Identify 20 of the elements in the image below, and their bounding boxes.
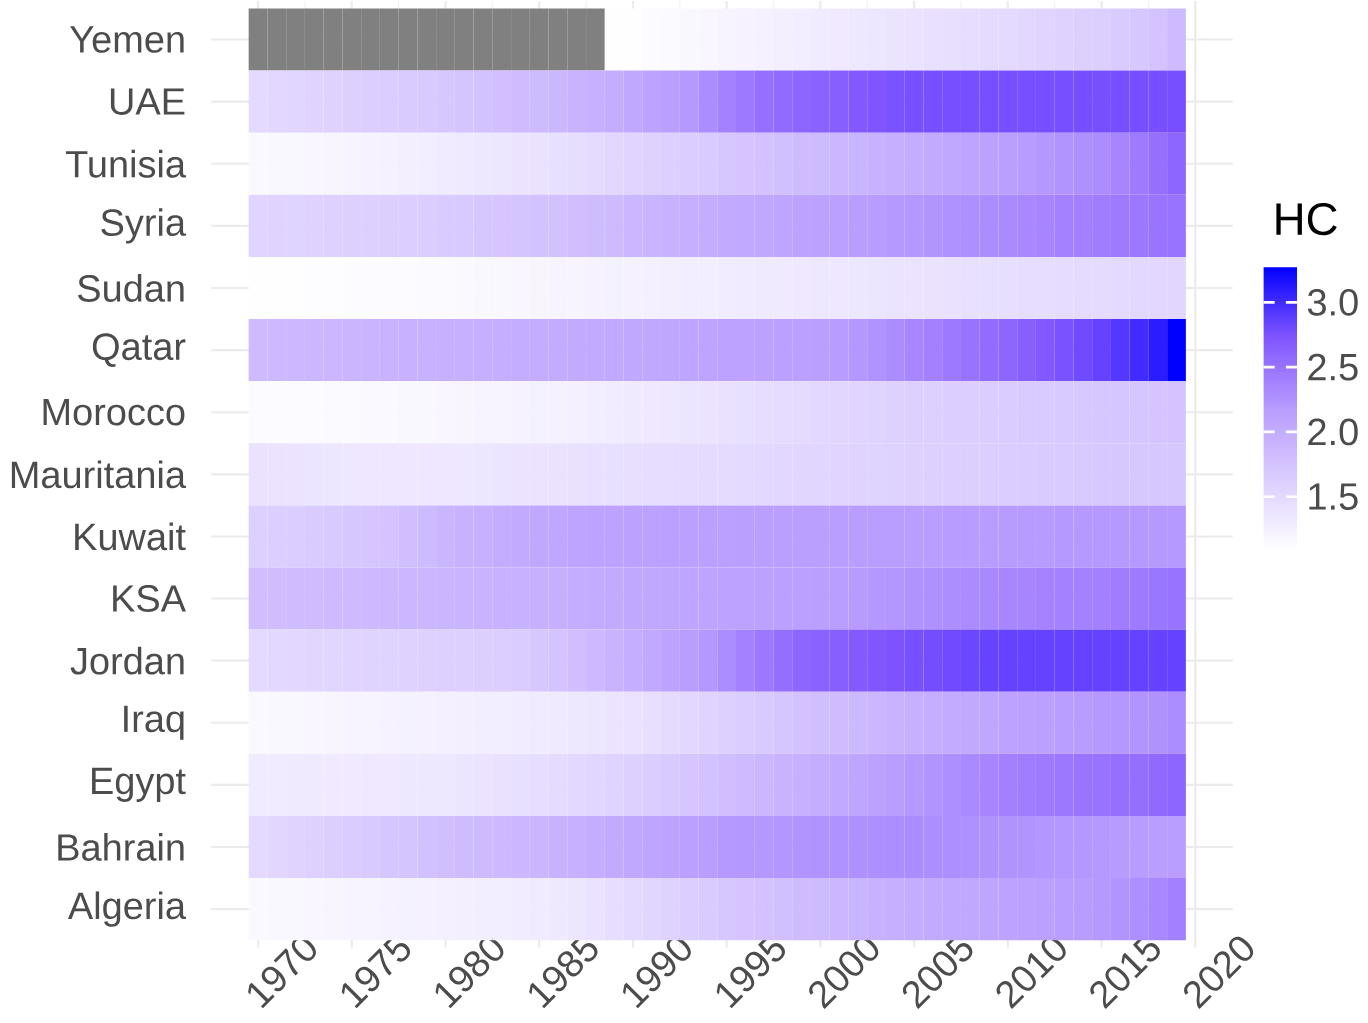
y-tick-label: Morocco xyxy=(43,398,185,426)
y-tick-label: Bahrain xyxy=(58,833,184,861)
y-tick-label: UAE xyxy=(110,88,185,115)
color-bar-label: 3.0 xyxy=(1307,288,1358,316)
y-tick-label: Algeria xyxy=(67,891,187,927)
y-tick-label: Sudan xyxy=(78,274,184,302)
y-tick-label: Yemen xyxy=(70,26,184,53)
y-tick-label: Tunisia xyxy=(65,149,187,178)
color-bar-label: 1.5 xyxy=(1309,483,1358,510)
y-tick-label: Syria xyxy=(101,208,187,244)
color-bar-label: 2.0 xyxy=(1308,418,1358,446)
color-bar-title: HC xyxy=(1276,203,1337,236)
y-tick-label: Mauritania xyxy=(11,460,187,489)
y-tick-label: Iraq xyxy=(124,705,184,740)
y-tick-label: Jordan xyxy=(70,646,184,675)
y-tick-label: Qatar xyxy=(92,333,186,367)
y-tick-label: KSA xyxy=(113,585,186,613)
y-tick-label: Kuwait xyxy=(75,522,186,551)
color-bar-label: 2.5 xyxy=(1308,353,1358,381)
y-tick-label: Egypt xyxy=(92,767,186,802)
